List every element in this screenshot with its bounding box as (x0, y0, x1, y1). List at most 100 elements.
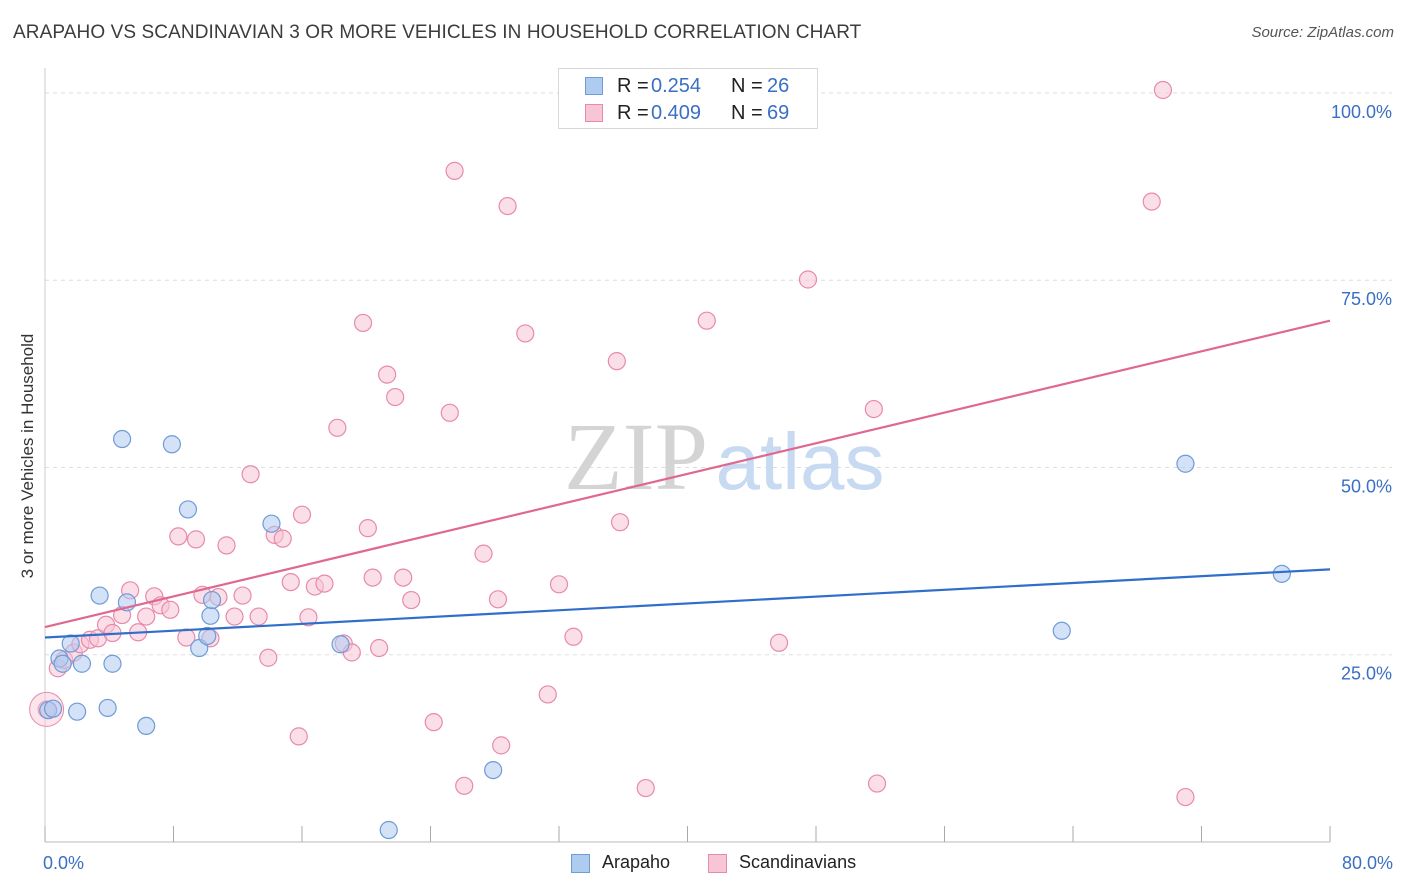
scandinavians-point (225, 607, 244, 626)
scandinavians-point (281, 572, 300, 592)
scandinavians-point (867, 774, 887, 793)
scandinavians-point (299, 608, 318, 627)
legend-label-scandinavians: Scandinavians (739, 852, 857, 872)
scandinavians-point (697, 311, 716, 330)
arapaho-point (201, 606, 220, 625)
scandinavians-point (386, 387, 405, 407)
arapaho-legend-swatch (571, 854, 590, 873)
scandinavians-trend-line (44, 319, 1331, 629)
y-tick-label: 100.0% (1331, 102, 1392, 122)
watermark-zip: ZIP (564, 403, 708, 510)
arapaho-point (72, 654, 92, 673)
scandinavians-point (549, 575, 569, 594)
arapaho-point (484, 760, 503, 780)
arapaho-point (202, 590, 222, 610)
scandinavians-point (864, 399, 883, 419)
scandinavians-point (358, 519, 377, 538)
arapaho-point (61, 634, 80, 653)
scandinavians-point (353, 313, 373, 333)
arapaho-point (331, 635, 350, 654)
scandinavians-point (161, 600, 180, 619)
arapaho-point (53, 654, 72, 673)
grid-layer (45, 92, 1392, 656)
n-label: N = (731, 102, 763, 124)
scandinavians-point (137, 607, 156, 626)
arapaho-point (98, 698, 117, 718)
scandinavians-point (217, 536, 236, 555)
scandinavians-point (1142, 192, 1161, 211)
n-value: 69 (767, 102, 790, 124)
arapaho-point (43, 699, 63, 718)
arapaho-points (39, 429, 1291, 840)
scandinavians-point (474, 544, 493, 563)
arapaho-point (137, 716, 156, 736)
scandinavians-point (636, 778, 655, 798)
r-label: R = (617, 75, 649, 97)
scandinavians-point (273, 529, 292, 548)
arapaho-trend-line (44, 568, 1331, 639)
chart-title: ARAPAHO VS SCANDINAVIAN 3 OR MORE VEHICL… (13, 22, 862, 43)
n-label: N = (731, 75, 763, 97)
x-tick-label: 80.0% (1342, 853, 1393, 873)
arapaho-swatch (585, 77, 603, 95)
scandinavians-point (363, 568, 382, 587)
arapaho-point (103, 654, 122, 673)
scandinavians-point (488, 590, 508, 609)
arapaho-point (178, 500, 198, 519)
x-tick-label: 0.0% (43, 853, 84, 873)
scandinavians-point (328, 418, 347, 437)
arapaho-point (68, 702, 87, 721)
scandinavians-point (610, 513, 630, 532)
scandinavians-point (402, 590, 421, 610)
trend-lines (44, 319, 1331, 639)
tick-labels: 25.0% 50.0% 75.0% 100.0% 0.0% 80.0% (43, 102, 1393, 873)
arapaho-point (1272, 564, 1291, 583)
scandinavians-point (798, 270, 818, 289)
y-tick-label: 50.0% (1341, 476, 1392, 496)
scandinavians-point (1176, 787, 1195, 807)
arapaho-point (162, 435, 181, 454)
arapaho-point (1176, 454, 1195, 473)
scandinavians-point (769, 633, 789, 652)
arapaho-point (112, 429, 132, 449)
arapaho-point (198, 626, 217, 646)
scandinavians-point (241, 465, 260, 484)
scandinavians-point (538, 685, 557, 704)
scandinavians-point (564, 627, 583, 646)
y-axis-label: 3 or more Vehicles in Household (18, 333, 37, 579)
n-value: 26 (767, 75, 790, 97)
arapaho-point (379, 820, 398, 840)
r-value: 0.409 (651, 102, 702, 124)
scandinavians-point (445, 161, 464, 180)
scandinavians-point (498, 196, 517, 216)
arapaho-point (1052, 621, 1071, 640)
watermark: ZIP atlas (564, 403, 884, 510)
scandinavians-point (440, 403, 459, 422)
scandinavians-point (370, 638, 389, 658)
source-label: Source: ZipAtlas.com (1251, 24, 1394, 41)
correlation-legend: R = 0.254 N = 26 R = 0.409 N = 69 (558, 68, 818, 129)
arapaho-point (90, 586, 109, 605)
scandinavians-point (249, 607, 268, 626)
scandinavians-point (1153, 80, 1173, 100)
scandinavians-point (186, 530, 206, 549)
scandinavians-point (424, 713, 443, 732)
scandinavians-point (492, 736, 511, 755)
scandinavians-point (394, 568, 413, 587)
legend-label-arapaho: Arapaho (602, 852, 671, 872)
r-value: 0.254 (651, 75, 702, 97)
y-tick-label: 25.0% (1341, 664, 1392, 684)
scandinavians-point (378, 365, 397, 384)
scandinavians-legend-swatch (708, 854, 727, 873)
y-tick-label: 75.0% (1341, 289, 1392, 309)
scandinavians-point (169, 527, 188, 546)
scandinavians-point (292, 505, 312, 524)
arapaho-point (262, 514, 281, 533)
scandinavians-point (259, 648, 278, 667)
scandinavians-point (607, 352, 626, 371)
scandinavians-point (315, 574, 334, 593)
scandinavians-point (455, 776, 474, 795)
r-label: R = (617, 102, 649, 124)
scandinavians-swatch (585, 104, 603, 122)
